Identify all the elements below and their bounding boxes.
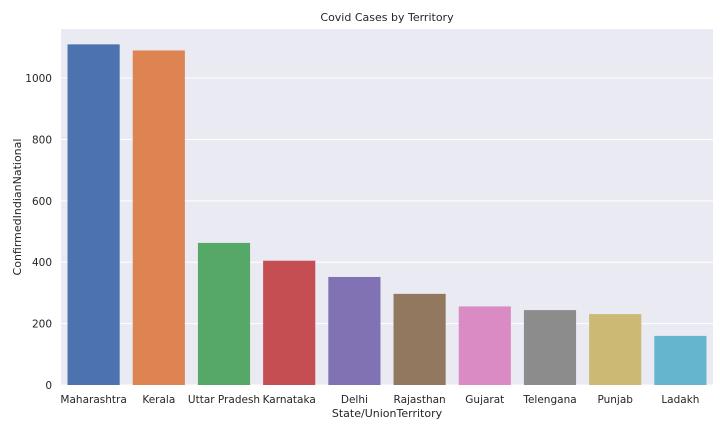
bar-delhi [328, 276, 381, 385]
x-tick-label: Maharashtra [60, 394, 126, 406]
bar-rajasthan [393, 293, 446, 385]
x-tick-label: Gujarat [465, 394, 504, 406]
bar-uttar-pradesh [197, 242, 251, 385]
y-tick-labels: 0 200 400 600 800 1000 [25, 73, 52, 392]
y-tick-label: 400 [32, 257, 52, 269]
bar-maharashtra [67, 44, 120, 386]
x-tick-label: Rajasthan [394, 394, 446, 406]
bar-ladakh [654, 335, 707, 385]
bar-telengana [523, 310, 577, 385]
x-tick-label: Karnataka [263, 394, 316, 406]
x-axis-label: State/UnionTerritory [332, 407, 443, 420]
bar-gujarat [458, 306, 511, 385]
x-tick-label: Punjab [597, 394, 633, 406]
chart-title: Covid Cases by Territory [320, 11, 454, 24]
bar-karnataka [263, 260, 316, 385]
y-tick-label: 0 [45, 380, 52, 392]
x-tick-label: Telengana [522, 394, 576, 406]
bar-punjab [589, 314, 642, 385]
y-tick-label: 600 [32, 196, 52, 208]
x-tick-label: Uttar Pradesh [188, 394, 260, 406]
y-tick-label: 1000 [25, 73, 52, 85]
x-tick-label: Delhi [341, 394, 368, 406]
y-tick-label: 200 [32, 319, 52, 331]
y-tick-label: 800 [32, 134, 52, 146]
bar-kerala [132, 50, 185, 385]
y-axis-label: ConfirmedIndianNational [11, 139, 24, 276]
bars [67, 44, 707, 386]
x-tick-labels: Maharashtra Kerala Uttar Pradesh Karnataka D… [60, 394, 699, 406]
x-tick-label: Ladakh [661, 394, 699, 406]
x-tick-label: Kerala [142, 394, 175, 406]
